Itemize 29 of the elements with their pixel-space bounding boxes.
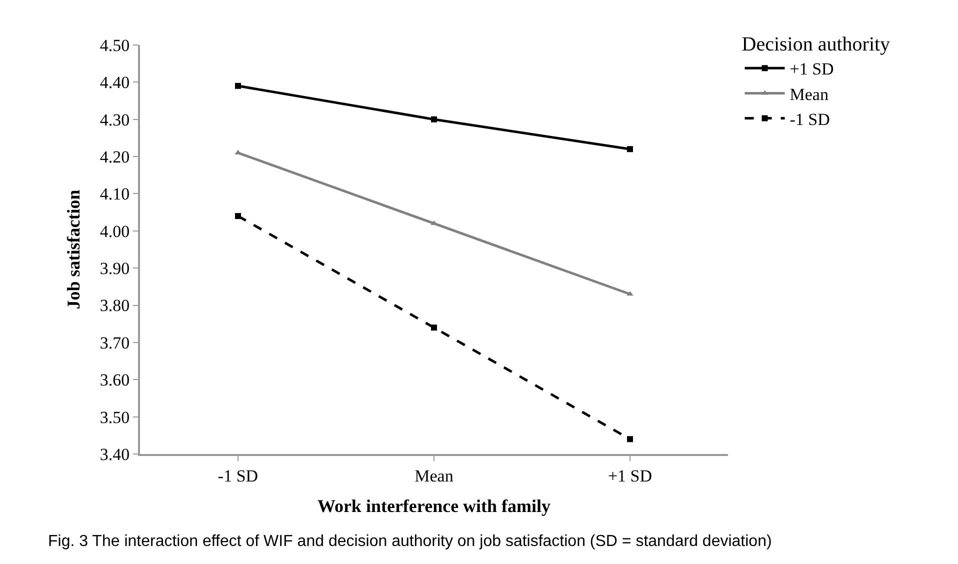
legend-label: +1 SD <box>790 60 834 79</box>
x-tick-label: -1 SD <box>218 466 258 486</box>
y-tick-label: 3.60 <box>100 370 130 390</box>
legend-label: Mean <box>790 84 829 104</box>
x-axis-title: Work interference with family <box>317 496 551 516</box>
y-tick-label: 4.20 <box>100 148 130 166</box>
point <box>235 213 241 220</box>
x-tick-label: +1 SD <box>608 466 652 486</box>
y-axis-title: Job satisfaction <box>64 190 84 310</box>
point <box>431 116 437 122</box>
y-tick-label: 4.10 <box>100 184 130 204</box>
y-tick-label: 3.90 <box>100 259 130 278</box>
y-tick-label: 3.70 <box>100 333 130 352</box>
legend-label: -1 SD <box>790 110 830 129</box>
y-tick-label: 4.40 <box>100 73 130 92</box>
legend-title: Decision authority <box>742 34 890 56</box>
point <box>431 324 437 331</box>
point <box>627 436 633 442</box>
y-tick-label: 3.50 <box>100 408 130 427</box>
y-tick-label: 4.50 <box>100 36 130 55</box>
x-tick-label: Mean <box>414 466 454 486</box>
y-tick-label: 4.00 <box>100 222 130 241</box>
point <box>235 82 241 89</box>
y-tick-label: 3.40 <box>100 444 130 464</box>
y-tick-label: 3.80 <box>100 296 130 316</box>
caption: Fig. 3 The interaction effect of WIF and decision authority on job satisfaction (SD = standard deviation) <box>48 533 772 550</box>
y-tick-label: 4.30 <box>100 110 130 130</box>
point <box>626 291 634 296</box>
point <box>627 146 633 152</box>
